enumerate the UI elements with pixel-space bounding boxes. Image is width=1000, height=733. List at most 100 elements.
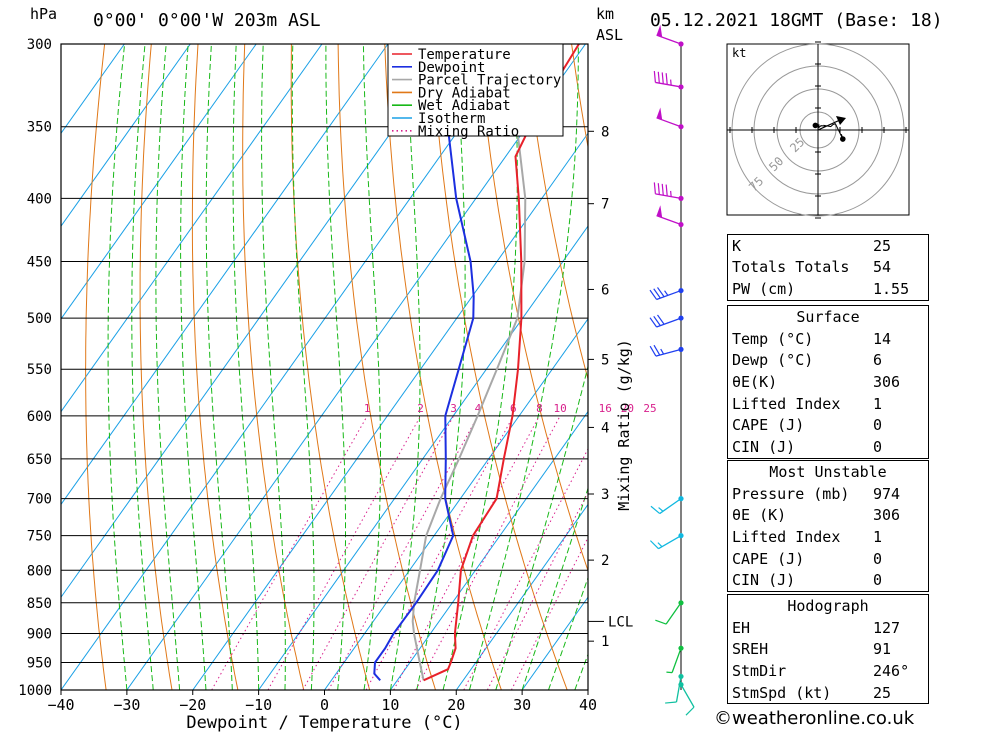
index-row: CIN (J) 0: [732, 437, 883, 456]
km-tick-label: 4: [601, 420, 609, 436]
legend-label: Wet Adiabat: [418, 98, 511, 114]
index-table-top: K 25 Totals Totals 54 PW (cm) 1.55: [727, 234, 929, 301]
pressure-tick-label: 600: [27, 409, 52, 425]
isotherm-line: [324, 318, 588, 690]
mixing-ratio-label: 10: [553, 402, 566, 415]
wet-adiabat-line: [107, 44, 128, 690]
wind-barb-flag: [649, 345, 657, 357]
mixing-ratio-line: [267, 415, 422, 690]
index-row: PW (cm) 1.55: [732, 279, 910, 298]
km-tick-label: 3: [601, 487, 609, 503]
isotherm-line: [61, 44, 455, 599]
legend-label: Isotherm: [418, 111, 485, 127]
wind-barb-flag: [657, 314, 665, 325]
index-row: SREH 91: [732, 640, 892, 659]
x-tick-label: 0: [320, 696, 329, 714]
surface-title: Surface: [796, 308, 860, 326]
index-row: θE (K) 306: [732, 506, 901, 525]
isotherm-line: [389, 410, 588, 690]
wind-barb-flag: [653, 344, 661, 356]
mixing-ratio-line: [463, 447, 588, 690]
legend-label: Mixing Ratio: [418, 124, 519, 140]
pressure-tick-label: 500: [27, 311, 52, 327]
isotherm-line: [61, 44, 389, 506]
wind-barb-flag: [655, 619, 667, 625]
temperature-line: [423, 44, 580, 682]
lcl-label: LCL: [608, 614, 633, 630]
mixing-ratio-line: [211, 415, 368, 690]
x-tick-label: −30: [113, 696, 140, 714]
pressure-tick-label: 650: [27, 452, 52, 468]
km-tick-label: 1: [601, 634, 609, 650]
mixing-ratio-labels: 1 2 3 4 6 8 10 16 20 25: [364, 402, 657, 415]
index-row: CIN (J) 0: [732, 571, 883, 590]
isotherm-line: [61, 44, 125, 135]
wind-barb-flag: [657, 183, 660, 195]
index-row: Pressure (mb) 974: [732, 484, 901, 503]
wind-barb: [659, 498, 682, 515]
wind-barb-pennant: [656, 107, 663, 120]
location-title: 0°00' 0°00'W 203m ASL: [93, 10, 321, 31]
wind-barb: [658, 535, 682, 550]
wet-adiabat-line: [325, 44, 346, 690]
dry-adiabat-line: [524, 44, 588, 381]
dry-adiabat-line: [139, 44, 173, 690]
wet-adiabat-line: [205, 44, 233, 690]
index-row: K 25: [732, 236, 892, 255]
pressure-tick-label: 800: [27, 563, 52, 579]
x-tick-label: −40: [47, 696, 74, 714]
mixing-ratio-label: 2: [417, 402, 424, 415]
isotherm-line: [61, 44, 191, 227]
x-tick-label: −10: [245, 696, 272, 714]
pressure-tick-label: 850: [27, 596, 52, 612]
wind-barb-flag: [653, 182, 656, 194]
wind-barb: [665, 602, 682, 625]
wind-barb: [656, 34, 682, 45]
wind-barb-half-flag: [670, 79, 672, 86]
wind-barb-half-flag: [657, 542, 663, 548]
wind-barb: [655, 348, 682, 357]
mixing-ratio-line: [510, 536, 588, 690]
isotherm-line: [61, 44, 257, 320]
asl-label: ASL: [596, 26, 624, 44]
wet-adiabat-line: [442, 44, 518, 690]
pressure-tick-label: 1000: [18, 683, 52, 699]
hodograph-start-dot: [812, 122, 819, 129]
wet-adiabat-line: [155, 44, 181, 690]
mixing-ratio-label: 20: [621, 402, 634, 415]
wind-barb-half-flag: [660, 348, 665, 355]
index-table-most-unstable: Most Unstable Pressure (mb) 974 θE (K) 306…: [727, 460, 929, 592]
km-tick-label: 2: [601, 553, 609, 569]
index-row: Lifted Index 1: [732, 527, 883, 546]
index-row: StmSpd (kt) 25: [732, 683, 892, 702]
dry-adiabat-line: [242, 44, 305, 690]
wind-barb-flag: [665, 184, 668, 196]
mixing-ratio-label: 16: [599, 402, 612, 415]
wind-barb-flag: [650, 505, 661, 514]
dry-adiabat-line: [384, 44, 502, 690]
hpa-label: hPa: [30, 5, 58, 23]
km-tick-label: 8: [601, 124, 609, 140]
isotherm-line: [61, 44, 521, 690]
km-label: km: [596, 5, 615, 23]
index-row: Lifted Index 1: [732, 394, 883, 413]
dry-adiabat-line: [191, 44, 239, 690]
wind-barb-flag: [661, 72, 664, 84]
wind-barb-half-flag: [670, 190, 672, 197]
km-tick-label: 5: [601, 352, 609, 368]
pressure-tick-label: 750: [27, 529, 52, 545]
copyright-footer[interactable]: ©weatheronline.co.uk: [714, 708, 915, 729]
storm-motion-arrowhead: [836, 116, 846, 125]
wind-barb: [656, 117, 682, 128]
wind-barb: [671, 647, 682, 673]
pressure-tick-label: 900: [27, 626, 52, 642]
wind-barb-flag: [665, 701, 677, 704]
wet-adiabat-line: [131, 44, 154, 690]
dry-adiabat-line: [992, 44, 1000, 690]
index-row: θE(K) 306: [732, 372, 901, 391]
index-row: Totals Totals 54: [732, 258, 892, 277]
x-tick-label: −20: [179, 696, 206, 714]
wind-barb-flag: [665, 73, 668, 85]
wind-profile: [649, 24, 695, 716]
